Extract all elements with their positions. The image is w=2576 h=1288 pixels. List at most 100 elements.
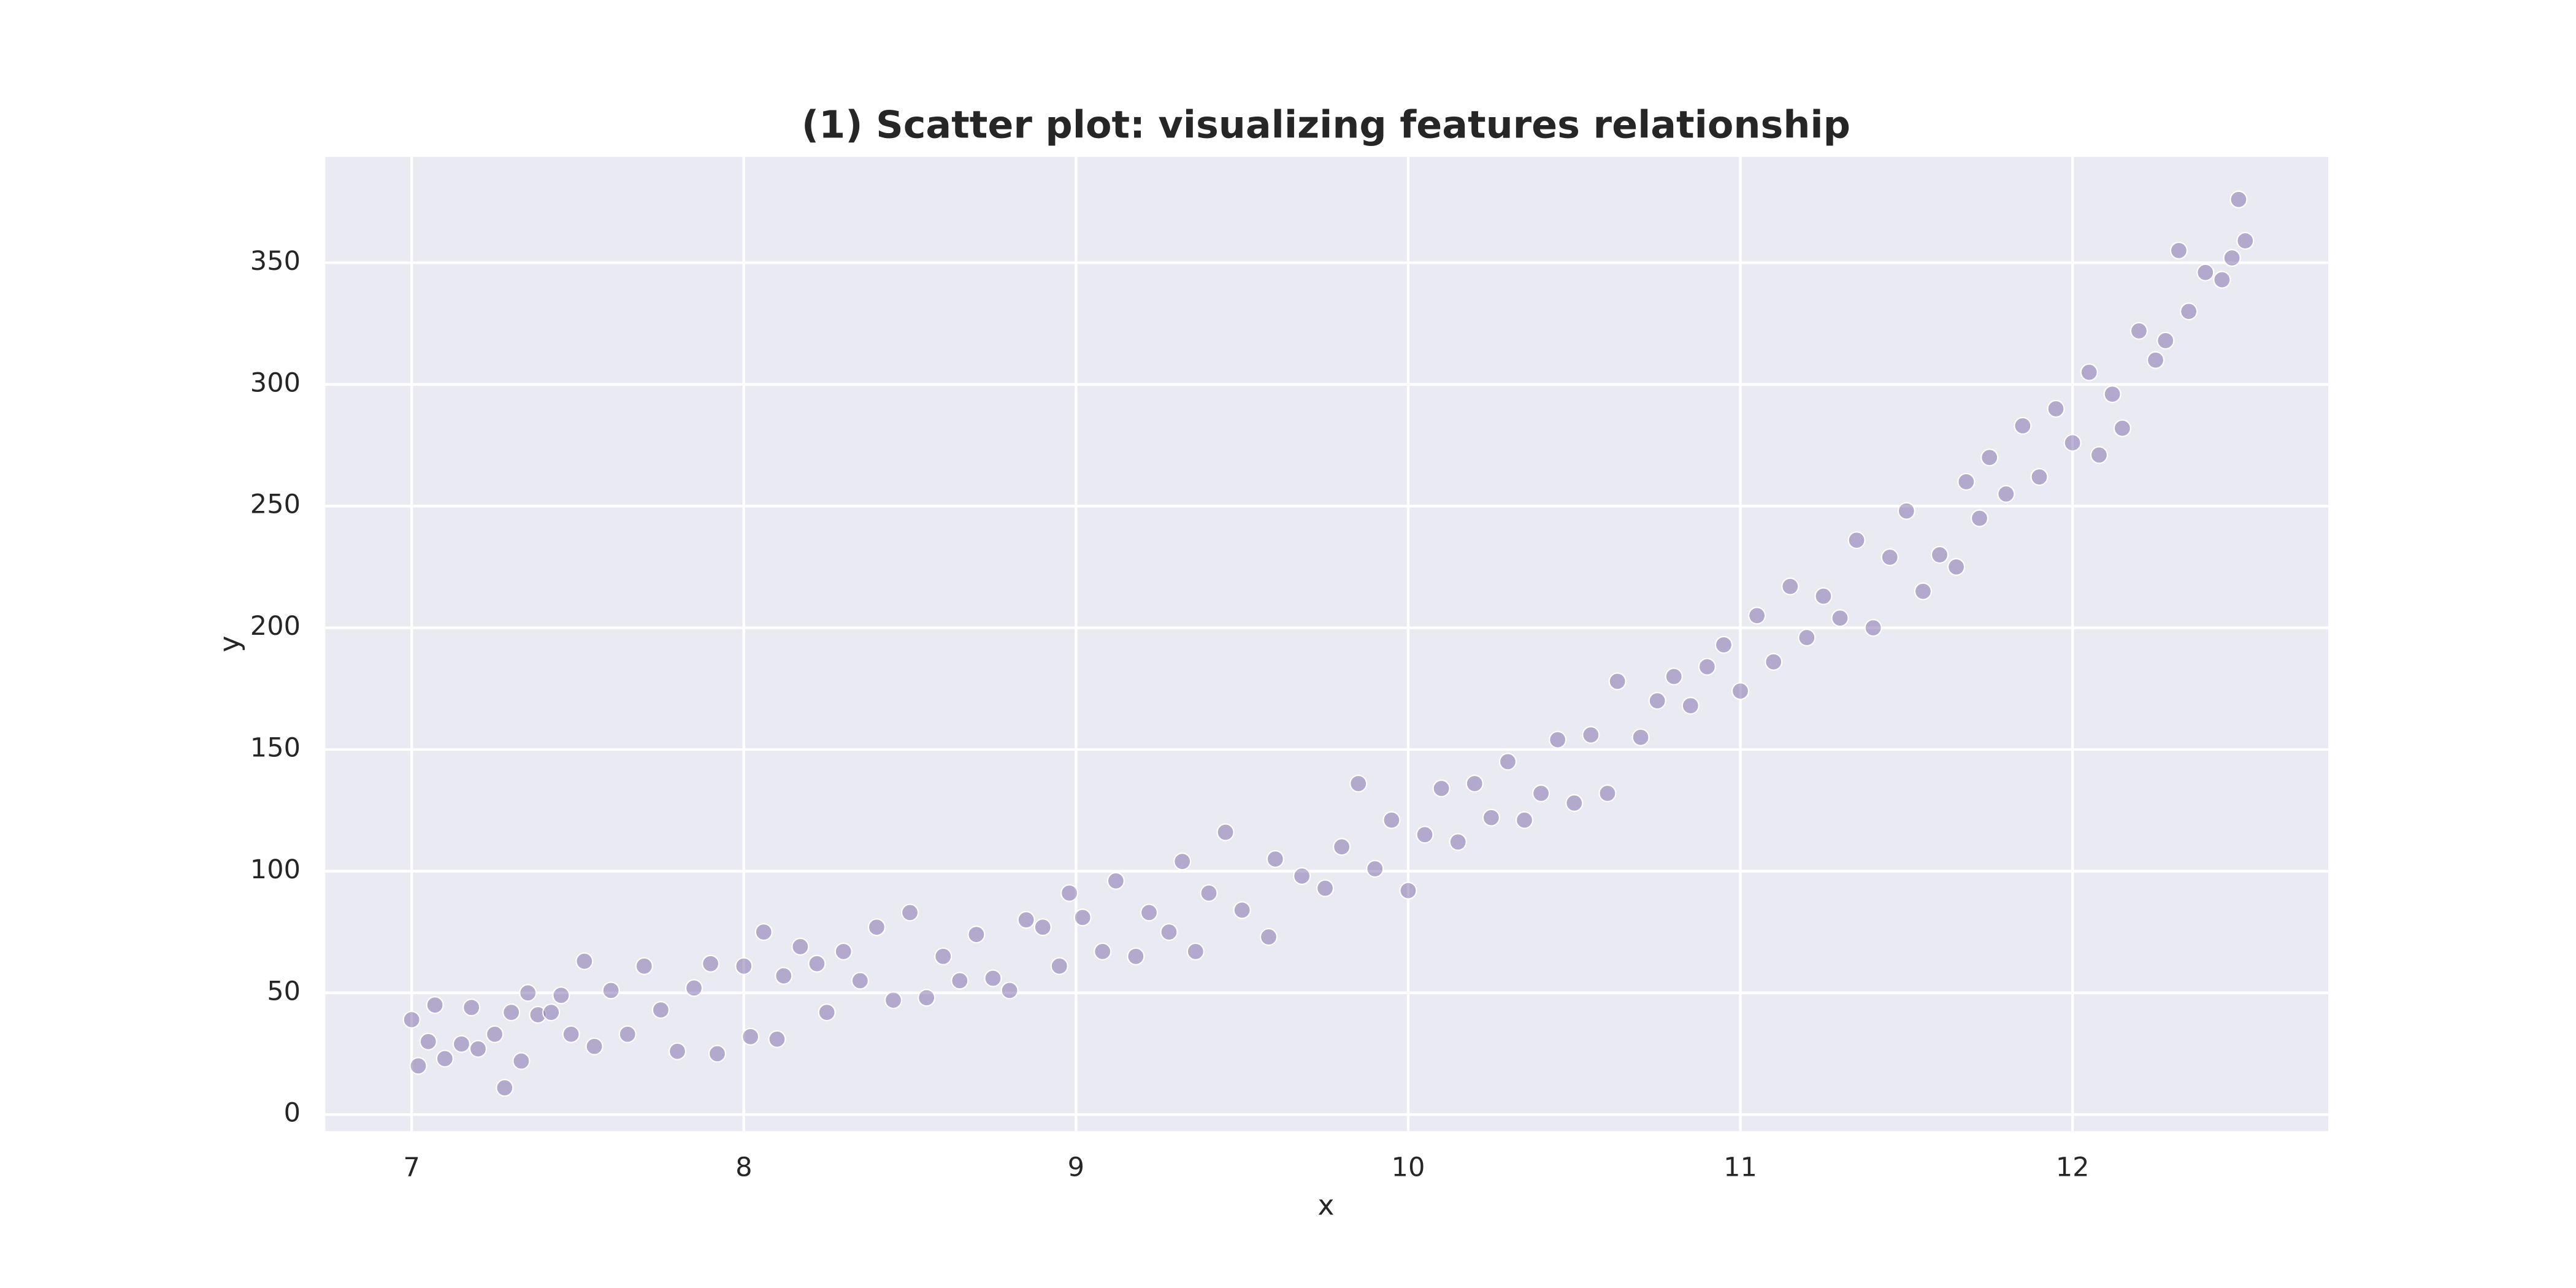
scatter-point <box>1060 884 1079 902</box>
scatter-point <box>602 981 620 1000</box>
x-tick-label: 12 <box>2056 1152 2090 1183</box>
scatter-point <box>1714 635 1733 654</box>
scatter-point <box>851 972 869 990</box>
scatter-point <box>519 984 537 1002</box>
scatter-point <box>2223 248 2241 267</box>
scatter-point <box>496 1079 514 1097</box>
scatter-point <box>1930 546 1949 564</box>
scatter-point <box>2103 385 2122 404</box>
y-tick-label: 0 <box>284 1098 301 1129</box>
scatter-point <box>2146 351 2165 369</box>
scatter-point <box>818 1003 836 1022</box>
scatter-point <box>585 1037 604 1056</box>
scatter-point <box>1050 957 1068 975</box>
scatter-point <box>2180 302 2198 321</box>
scatter-point <box>768 1030 786 1048</box>
scatter-point <box>1648 692 1666 710</box>
scatter-point <box>1465 775 1484 793</box>
scatter-point <box>618 1025 637 1043</box>
x-tick-label: 7 <box>403 1152 420 1183</box>
scatter-point <box>1186 942 1205 960</box>
scatter-point <box>402 1010 421 1029</box>
y-tick-label: 150 <box>250 733 301 764</box>
scatter-point <box>1957 472 1976 491</box>
scatter-point <box>409 1057 427 1075</box>
scatter-point <box>1798 628 1816 647</box>
scatter-point <box>512 1052 531 1070</box>
x-tick-label: 10 <box>1392 1152 1425 1183</box>
scatter-point <box>1980 448 1999 467</box>
scatter-point <box>1970 509 1989 527</box>
scatter-point <box>2129 321 2148 340</box>
scatter-point <box>462 999 481 1017</box>
scatter-point <box>834 942 853 960</box>
scatter-point <box>1880 548 1899 567</box>
scatter-point <box>1259 928 1278 946</box>
scatter-point <box>685 979 703 997</box>
scatter-point <box>635 957 653 975</box>
scatter-point <box>735 957 753 975</box>
scatter-point <box>1127 947 1145 965</box>
scatter-point <box>1997 485 2015 503</box>
scatter-point <box>1073 908 1092 927</box>
x-tick-label: 11 <box>1723 1152 1757 1183</box>
scatter-point <box>2236 232 2255 250</box>
scatter-point <box>1765 653 1783 671</box>
scatter-point <box>651 1001 670 1019</box>
x-axis-label: x <box>1317 1189 1334 1222</box>
scatter-point <box>562 1025 580 1043</box>
scatter-point <box>2090 446 2108 464</box>
x-tick-label: 9 <box>1068 1152 1084 1183</box>
scatter-point <box>2229 190 2248 209</box>
scatter-point <box>1549 730 1567 749</box>
scatter-point <box>2014 416 2032 435</box>
scatter-point <box>542 1003 561 1022</box>
y-tick-label: 350 <box>250 246 301 277</box>
scatter-point <box>918 989 936 1007</box>
scatter-point <box>754 923 773 941</box>
scatter-point <box>1033 918 1052 937</box>
scatter-point <box>1498 753 1517 771</box>
scatter-point <box>1094 942 1112 960</box>
scatter-point <box>1399 881 1417 900</box>
scatter-point <box>867 918 886 937</box>
y-tick-label: 300 <box>250 367 301 398</box>
scatter-point <box>486 1025 504 1043</box>
scatter-point <box>1814 587 1833 605</box>
scatter-point <box>1598 784 1617 802</box>
scatter-point <box>984 969 1002 987</box>
scatter-point <box>791 937 810 956</box>
y-tick-label: 100 <box>250 854 301 885</box>
y-tick-label: 250 <box>250 489 301 520</box>
scatter-point <box>1947 558 1966 576</box>
scatter-point <box>1698 657 1716 676</box>
scatter-point <box>1748 607 1766 625</box>
scatter-point <box>951 972 969 990</box>
scatter-point <box>1631 728 1650 746</box>
scatter-point <box>435 1049 454 1068</box>
y-axis-label: y <box>213 635 245 652</box>
scatter-point <box>2156 331 2175 350</box>
scatter-point <box>426 996 444 1014</box>
scatter-point <box>1349 775 1368 793</box>
scatter-point <box>452 1035 470 1053</box>
scatter-point <box>1382 811 1401 829</box>
y-tick-label: 50 <box>267 976 301 1006</box>
scatter-point <box>1847 531 1866 550</box>
scatter-point <box>1482 808 1500 827</box>
scatter-point <box>1665 667 1683 686</box>
scatter-point <box>2196 263 2215 282</box>
plot-area <box>325 156 2329 1132</box>
y-tick-label: 200 <box>250 611 301 642</box>
scatter-point <box>1565 794 1584 812</box>
scatter-point <box>1914 582 1932 600</box>
scatter-point <box>1200 884 1218 902</box>
scatter-point <box>1140 903 1159 922</box>
scatter-point <box>1515 811 1534 829</box>
scatter-point <box>419 1032 437 1051</box>
scatter-point <box>668 1042 687 1060</box>
scatter-point <box>1333 838 1351 856</box>
scatter-point <box>1017 911 1035 929</box>
scatter-point <box>1106 872 1125 890</box>
